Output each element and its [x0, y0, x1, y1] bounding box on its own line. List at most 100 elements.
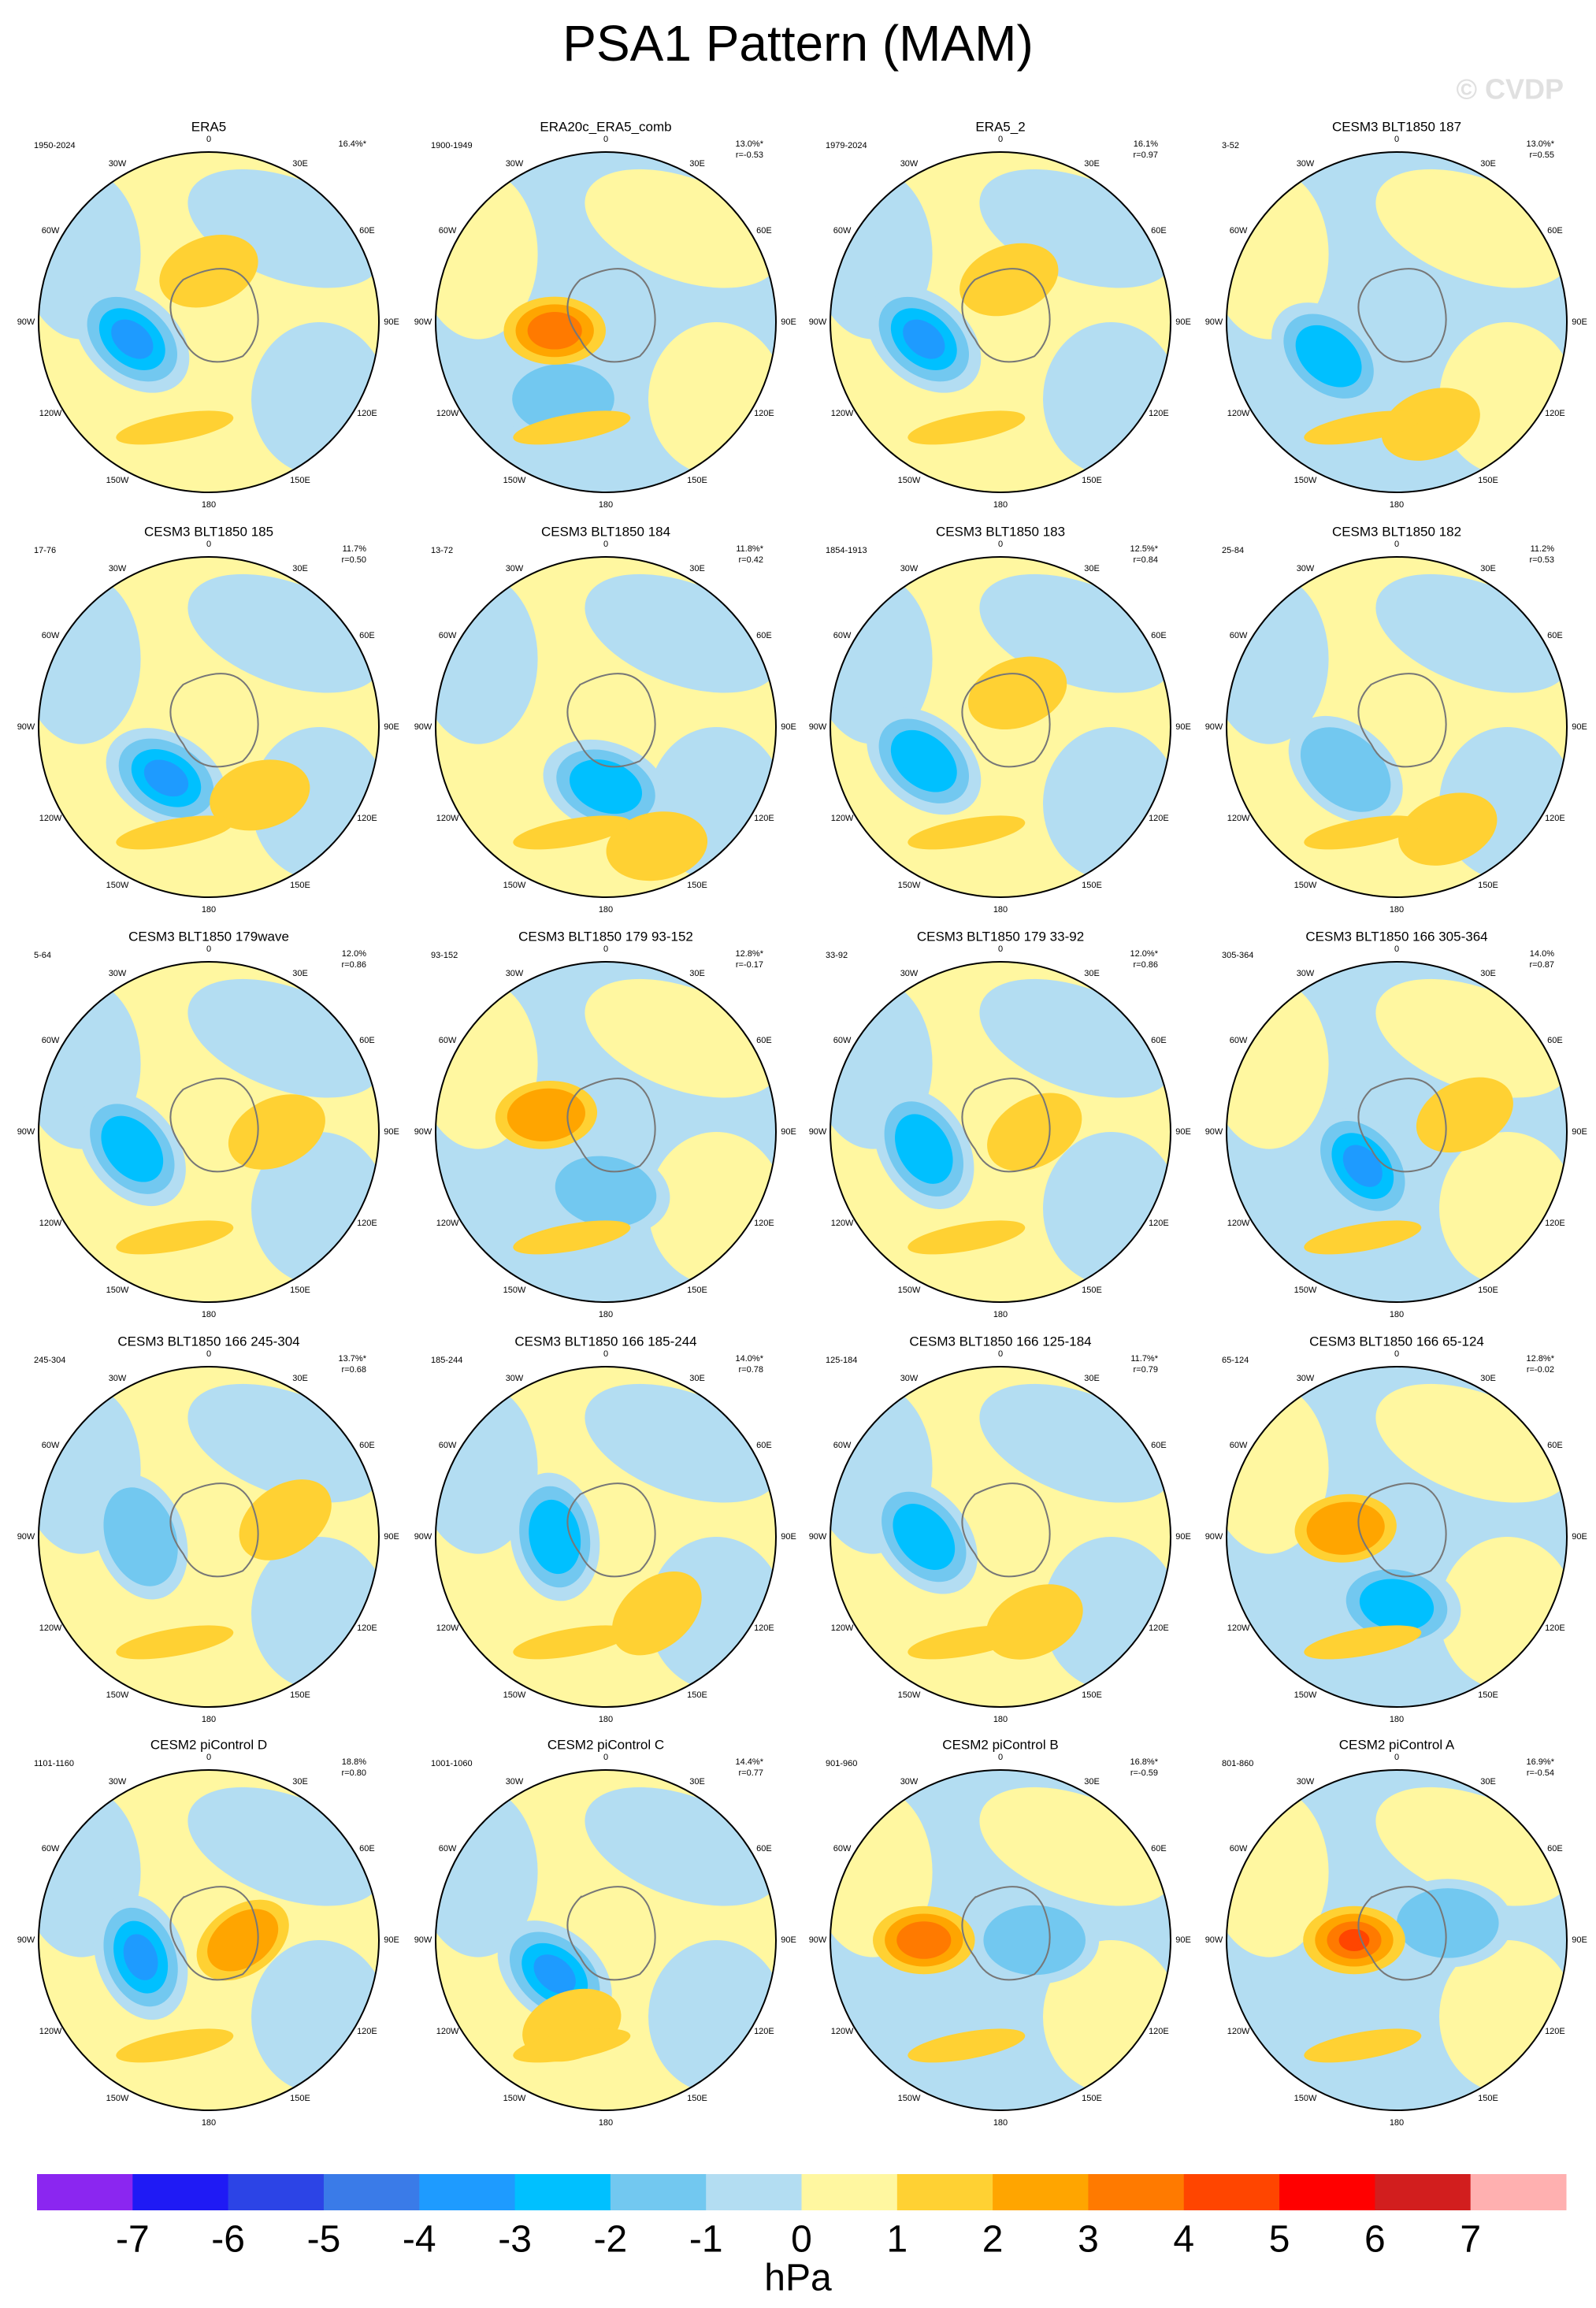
panel-correlation: r=0.68 [342, 1365, 367, 1375]
lon-label: 180 [599, 1310, 613, 1319]
lon-label: 0 [603, 944, 608, 954]
panel-title: CESM3 BLT1850 183 [936, 524, 1065, 539]
lon-label: 90E [1175, 1532, 1191, 1542]
lon-label: 180 [1390, 1715, 1404, 1724]
panel-period: 305-364 [1222, 951, 1253, 960]
lon-label: 30E [689, 564, 705, 573]
panel-title: CESM3 BLT1850 166 245-304 [117, 1334, 299, 1349]
lon-label: 30W [1297, 1777, 1315, 1787]
lon-label: 150E [290, 1286, 310, 1295]
lon-label: 30E [1084, 159, 1100, 169]
contour-fill [1338, 1928, 1370, 1952]
contour-fill [896, 1921, 952, 1959]
contour-fill [1300, 727, 1391, 812]
lon-label: 90E [781, 722, 796, 732]
map-boundary [1226, 961, 1568, 1303]
lon-label: 150E [1478, 2094, 1498, 2103]
lon-label: 0 [603, 540, 608, 549]
map-field [830, 152, 1171, 492]
map-field [1227, 152, 1567, 492]
lon-label: 30E [689, 1374, 705, 1383]
lon-label: 120W [1227, 1623, 1250, 1633]
contour-fill [1304, 2028, 1422, 2063]
map-panel: CESM3 BLT1850 179 33-92 33-92 12.0%*r=0.86… [809, 929, 1191, 1319]
panel-title: ERA20c_ERA5_comb [540, 119, 671, 134]
lon-label: 30W [900, 159, 919, 169]
panel-correlation: r=-0.54 [1527, 1768, 1554, 1778]
lon-label: 120E [1545, 2027, 1565, 2036]
panel-variance: 13.7%* [339, 1354, 367, 1364]
coastline [169, 1482, 259, 1578]
lon-label: 90W [17, 317, 35, 327]
lon-label: 30W [900, 969, 919, 978]
colorbar-box [896, 2174, 993, 2210]
contour-fill [210, 759, 310, 831]
lon-label: 60W [833, 631, 852, 640]
lon-label: 180 [202, 500, 216, 510]
contour-fill [228, 1094, 325, 1170]
lon-label: 60W [439, 1036, 457, 1045]
colorbar-box [1279, 2174, 1375, 2210]
coastline [961, 1482, 1051, 1578]
lon-label: 30W [109, 969, 127, 978]
panel-variance: 12.5%* [1130, 544, 1159, 554]
lon-label: 30W [900, 564, 919, 573]
lon-label: 120W [39, 409, 62, 418]
lon-label: 30E [292, 1374, 308, 1383]
panel-variance: 11.8%* [736, 544, 763, 554]
lon-label: 30E [689, 159, 705, 169]
lon-label: 60W [1230, 226, 1248, 236]
lon-label: 60E [359, 226, 375, 236]
lon-label: 60W [833, 226, 852, 236]
panel-correlation: r=0.79 [1134, 1365, 1159, 1375]
lon-label: 180 [599, 905, 613, 915]
panel-title: CESM3 BLT1850 179 93-152 [518, 929, 693, 944]
lon-label: 90E [1175, 722, 1191, 732]
lon-label: 90W [17, 1935, 35, 1945]
panel-variance: 16.8%* [1130, 1757, 1159, 1767]
lon-label: 30W [109, 1777, 127, 1787]
panel-period: 3-52 [1222, 141, 1239, 150]
map-field [39, 557, 379, 897]
map-field [830, 1367, 1171, 1707]
contour-fill [1304, 1220, 1422, 1255]
lon-label: 60W [1230, 631, 1248, 640]
lon-label: 150E [1082, 1286, 1102, 1295]
contour-fill [1342, 1145, 1383, 1187]
lon-label: 60W [42, 631, 60, 640]
panel-variance: 16.4%* [339, 139, 367, 149]
contour-fill [123, 1934, 158, 1980]
lon-label: 150E [1082, 1690, 1102, 1700]
lon-label: 30E [1084, 969, 1100, 978]
lon-label: 90W [1205, 722, 1223, 732]
lon-label: 60W [42, 1844, 60, 1853]
coastline [961, 1886, 1051, 1981]
lon-label: 150W [898, 1690, 921, 1700]
lon-label: 90E [1572, 317, 1587, 327]
panel-period: 185-244 [431, 1356, 462, 1365]
lon-label: 90W [17, 722, 35, 732]
lon-label: 60W [833, 1441, 852, 1450]
contour-fill [1397, 1888, 1499, 1958]
lon-label: 60E [756, 1036, 772, 1045]
coastline [1357, 1482, 1447, 1578]
colorbar-label: -1 [689, 2219, 723, 2261]
lon-label: 120W [831, 2027, 854, 2036]
lon-label: 180 [599, 1715, 613, 1724]
panel-period: 1001-1060 [431, 1759, 473, 1768]
contour-fill [111, 319, 154, 359]
lon-label: 30W [1297, 1374, 1315, 1383]
coastline [566, 1078, 656, 1173]
lon-label: 90W [1205, 1935, 1223, 1945]
panel-variance: 16.1% [1134, 139, 1158, 149]
panel-correlation: r=0.86 [1134, 960, 1159, 970]
panel-variance: 11.7% [343, 544, 367, 554]
contour-fill [1304, 1625, 1422, 1660]
panel-variance: 11.7%* [1130, 1354, 1158, 1364]
map-boundary [830, 1366, 1171, 1708]
panel-correlation: r=0.86 [342, 960, 367, 970]
lon-label: 90E [781, 317, 796, 327]
lon-label: 0 [206, 1753, 211, 1762]
lon-label: 180 [1390, 1310, 1404, 1319]
